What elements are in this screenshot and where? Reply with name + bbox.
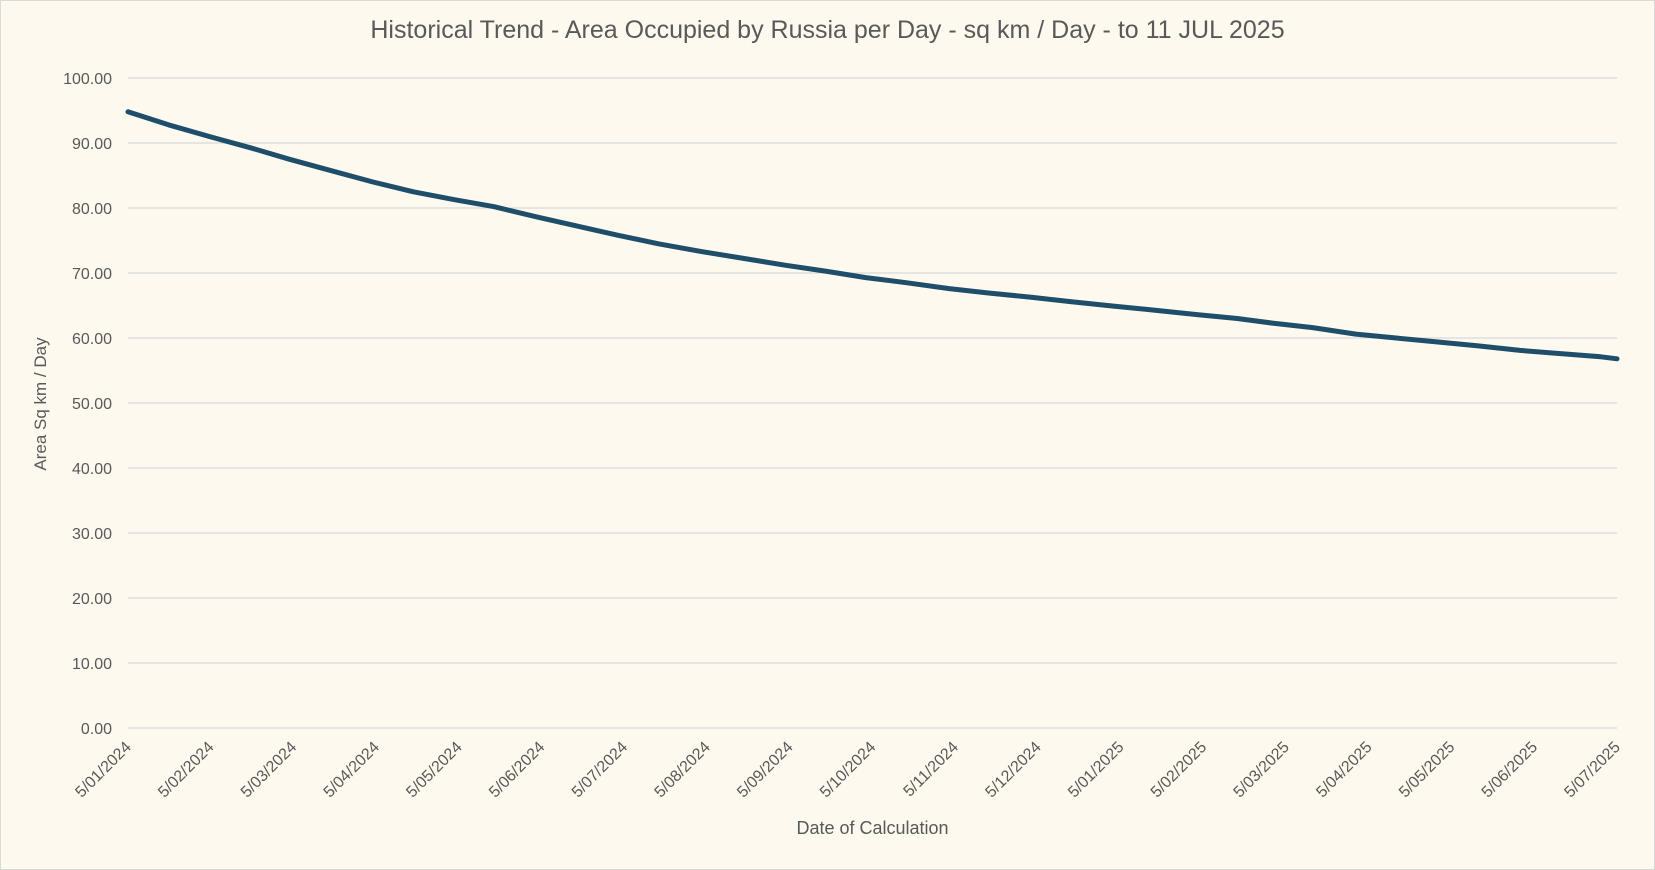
x-tick-label: 5/07/2025: [1561, 739, 1623, 801]
y-tick-label: 0.00: [81, 721, 112, 738]
x-tick-label: 5/05/2024: [403, 739, 465, 801]
y-tick-label: 100.00: [63, 71, 112, 88]
y-tick-label: 50.00: [72, 396, 112, 413]
x-tick-label: 5/11/2024: [901, 739, 963, 801]
series-layer: [125, 109, 1620, 362]
y-tick-label: 80.00: [72, 201, 112, 218]
y-tick-label: 60.00: [72, 331, 112, 348]
y-axis-ticks: 0.00 10.00 20.00 30.00 40.00 50.00 60.00 70.00 8…: [63, 71, 112, 738]
grid-layer: [128, 77, 1617, 729]
x-tick-label: 5/05/2025: [1396, 739, 1458, 801]
y-tick-label: 40.00: [72, 461, 112, 478]
y-tick-label: 30.00: [72, 526, 112, 543]
x-tick-label: 5/02/2024: [155, 739, 217, 801]
x-axis-title: Date of Calculation: [796, 818, 949, 838]
x-tick-label: 5/06/2024: [486, 739, 548, 801]
y-tick-label: 90.00: [72, 136, 112, 153]
series-line: [125, 109, 1620, 362]
x-tick-label: 5/07/2024: [569, 739, 631, 801]
chart-title: Historical Trend - Area Occupied by Russ…: [370, 16, 1285, 44]
y-tick-label: 20.00: [72, 591, 112, 608]
x-axis-ticks: 5/01/2024 5/02/2024 5/03/2024 5/04/2024 5/05…: [72, 739, 1623, 801]
x-tick-label: 5/04/2025: [1313, 739, 1375, 801]
x-tick-label: 5/06/2025: [1479, 739, 1541, 801]
x-tick-label: 5/10/2024: [817, 739, 879, 801]
y-tick-label: 10.00: [72, 656, 112, 673]
x-tick-label: 5/12/2024: [982, 739, 1044, 801]
x-tick-label: 5/03/2024: [238, 739, 300, 801]
x-tick-label: 5/04/2024: [321, 739, 383, 801]
x-tick-label: 5/09/2024: [734, 739, 796, 801]
x-tick-label: 5/03/2025: [1231, 739, 1293, 801]
x-tick-label: 5/08/2024: [652, 739, 714, 801]
x-tick-label: 5/01/2024: [72, 739, 134, 801]
x-tick-label: 5/02/2025: [1148, 739, 1210, 801]
x-tick-label: 5/01/2025: [1065, 739, 1127, 801]
y-tick-label: 70.00: [72, 266, 112, 283]
